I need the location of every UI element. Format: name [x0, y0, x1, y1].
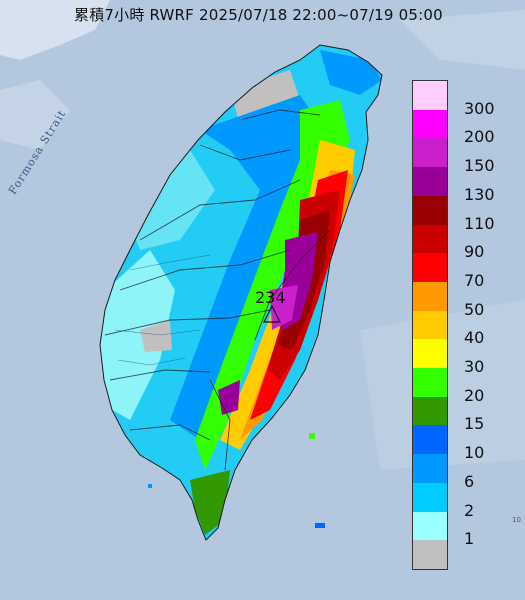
map-title: 累積7小時 RWRF 2025/07/18 22:00~07/19 05:00: [74, 6, 443, 24]
legend-label: 300: [464, 98, 495, 118]
legend-label: 130: [464, 184, 495, 204]
legend-swatch: [413, 81, 447, 110]
legend-swatch: [413, 281, 447, 311]
legend-label: 30: [464, 357, 485, 377]
legend-label: 1: [464, 529, 475, 549]
legend-label: 15: [464, 414, 485, 434]
rainfall-legend: 300 200 150 130 110 90 70 50 40 30 20 15 10 6 2 1: [412, 80, 508, 570]
legend-label: 90: [464, 242, 485, 262]
legend-swatch: [413, 109, 447, 139]
cloud-patch: [0, 80, 70, 150]
legend-swatch: [413, 425, 447, 455]
peak-value-label: 234: [255, 288, 286, 307]
legend-swatch: [413, 540, 447, 569]
coastline: [99, 44, 383, 541]
peak-marker-icon: [263, 304, 281, 323]
cloud-patch: [400, 10, 525, 70]
legend-swatch: [413, 396, 447, 426]
legend-label: 50: [464, 299, 485, 319]
legend-label: 150: [464, 156, 495, 176]
legend-swatch: [413, 454, 447, 483]
legend-label: 10: [464, 443, 485, 463]
corner-mark: 10: [512, 516, 521, 524]
legend-swatch: [413, 368, 447, 397]
legend-swatch: [413, 224, 447, 254]
legend-label: 110: [464, 213, 495, 233]
legend-swatch: [413, 511, 447, 541]
islet: [315, 523, 325, 528]
cloud-patch: [0, 0, 110, 60]
legend-swatch: [413, 195, 447, 225]
legend-swatch-column: [412, 80, 448, 570]
legend-label: 6: [464, 471, 475, 491]
legend-swatch: [413, 310, 447, 340]
legend-label: 2: [464, 500, 475, 520]
legend-label: 20: [464, 385, 485, 405]
legend-label: 40: [464, 328, 485, 348]
legend-swatch: [413, 339, 447, 369]
islet: [148, 484, 152, 488]
legend-swatch: [413, 167, 447, 196]
legend-label: 70: [464, 270, 485, 290]
islet: [309, 433, 315, 439]
legend-label: 200: [464, 127, 495, 147]
legend-swatch: [413, 138, 447, 168]
legend-swatch: [413, 253, 447, 282]
legend-swatch: [413, 482, 447, 512]
